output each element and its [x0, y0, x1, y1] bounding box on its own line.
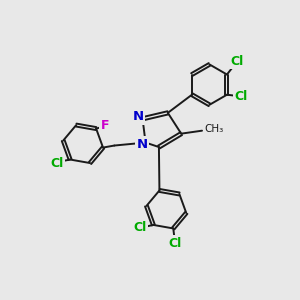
Text: N: N — [133, 110, 144, 123]
Text: CH₃: CH₃ — [204, 124, 224, 134]
Text: Cl: Cl — [235, 90, 248, 103]
Text: Cl: Cl — [231, 55, 244, 68]
Text: F: F — [101, 119, 109, 132]
Text: Cl: Cl — [50, 158, 63, 170]
Text: Cl: Cl — [168, 237, 182, 250]
Text: N: N — [136, 138, 148, 151]
Text: Cl: Cl — [133, 221, 146, 234]
